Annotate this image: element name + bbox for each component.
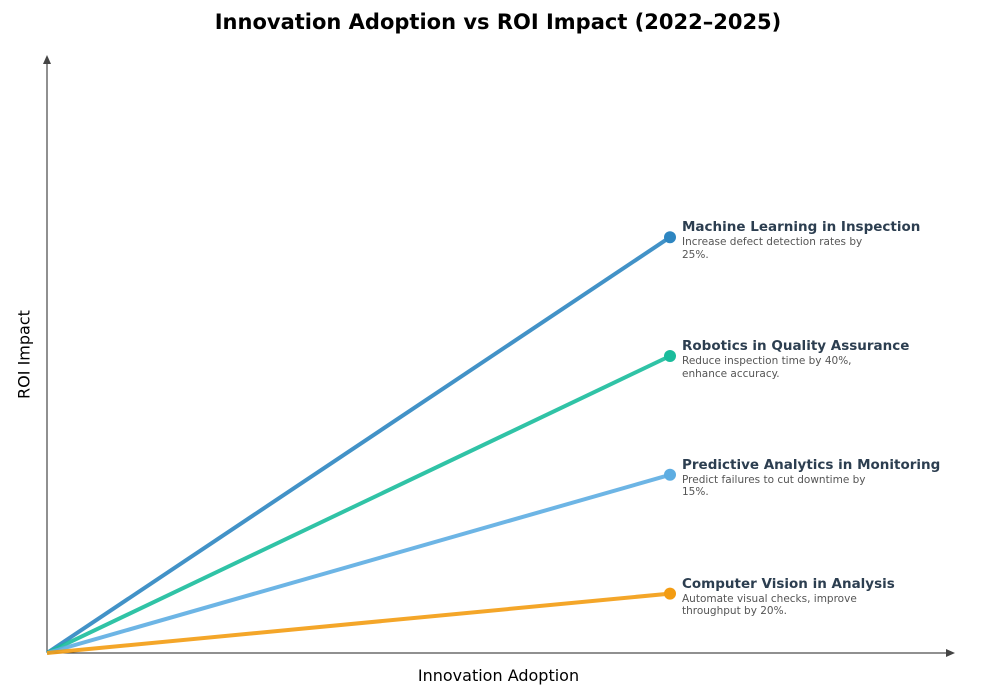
y-axis-label: ROI Impact: [14, 310, 34, 399]
series-name: Computer Vision in Analysis: [682, 575, 895, 592]
series-annotation: Machine Learning in Inspection Increase d…: [682, 219, 962, 261]
x-axis-arrow-icon: [946, 649, 955, 657]
series-description: Automate visual checks, improve throughp…: [682, 592, 857, 618]
series-point: [664, 468, 676, 481]
series-annotation: Computer Vision in Analysis Automate visu…: [682, 576, 962, 618]
series-line: [45, 235, 672, 655]
series-name: Robotics in Quality Assurance: [682, 338, 910, 354]
series-name: Machine Learning in Inspection: [682, 219, 921, 236]
series-description: Predict failures to cut downtime by 15%.: [682, 473, 866, 499]
chart-title: Innovation Adoption vs ROI Impact (2022–…: [214, 10, 782, 34]
series-annotation: Predictive Analytics in Monitoring Predic…: [682, 457, 962, 499]
series-annotation: Robotics in Quality Assurance Reduce insp…: [682, 338, 962, 380]
x-axis-label: Innovation Adoption: [417, 666, 580, 685]
series-line: [46, 591, 671, 655]
series-line: [46, 472, 671, 655]
series-description: Increase defect detection rates by 25%.: [682, 236, 863, 261]
series-point: [664, 231, 676, 244]
series-line: [46, 354, 671, 655]
series-point: [664, 587, 676, 600]
series-description: Reduce inspection time by 40%, enhance a…: [682, 355, 852, 380]
series-point: [664, 350, 676, 362]
y-axis-arrow-icon: [43, 55, 51, 64]
series-name: Predictive Analytics in Monitoring: [682, 456, 941, 473]
